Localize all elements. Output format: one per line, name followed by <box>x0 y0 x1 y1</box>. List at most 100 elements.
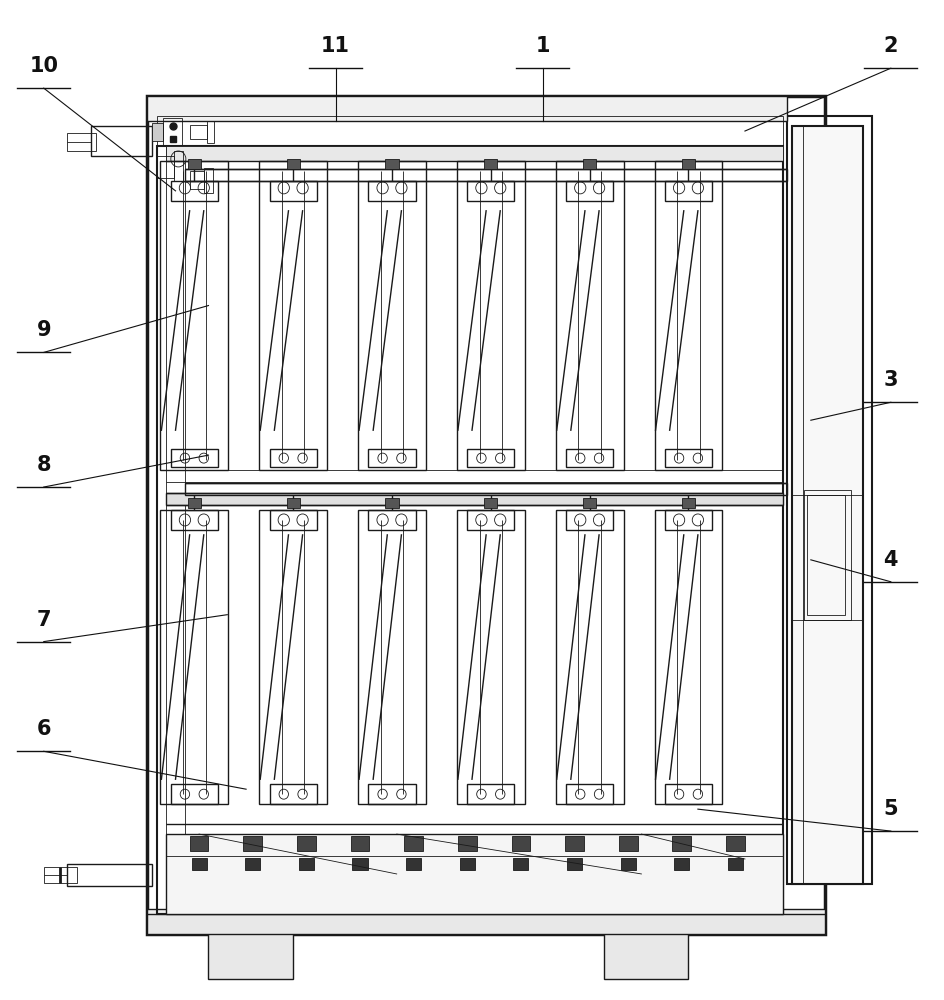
Bar <box>682 498 695 508</box>
Bar <box>566 181 614 201</box>
Bar <box>171 449 218 467</box>
Bar <box>244 836 262 851</box>
Bar <box>804 490 851 620</box>
Bar <box>682 159 695 169</box>
Bar <box>147 909 825 934</box>
Bar <box>270 449 316 467</box>
Bar <box>171 510 218 530</box>
Bar <box>260 161 327 470</box>
Bar <box>157 156 174 178</box>
Text: 3: 3 <box>884 370 898 390</box>
Bar <box>567 858 582 870</box>
Bar <box>726 836 745 851</box>
Bar <box>566 784 614 804</box>
Bar <box>160 161 228 470</box>
Bar <box>171 181 218 201</box>
Text: 6: 6 <box>37 719 51 739</box>
Bar <box>385 159 398 169</box>
Bar <box>166 493 783 505</box>
Bar <box>91 126 152 156</box>
Bar <box>467 181 514 201</box>
Bar <box>171 784 218 804</box>
Bar <box>270 510 316 530</box>
Text: 9: 9 <box>37 320 51 340</box>
Bar <box>157 146 783 914</box>
Bar <box>67 133 95 151</box>
Bar <box>654 161 722 470</box>
Text: 4: 4 <box>884 550 898 570</box>
Text: 7: 7 <box>37 610 51 630</box>
Bar <box>299 858 313 870</box>
Bar <box>190 836 209 851</box>
Bar <box>152 123 163 141</box>
Bar <box>188 498 201 508</box>
Bar <box>787 116 872 884</box>
Bar <box>467 510 514 530</box>
Text: 5: 5 <box>884 799 898 819</box>
Bar <box>406 858 421 870</box>
Bar <box>192 858 207 870</box>
Bar <box>350 836 369 851</box>
Bar <box>665 181 712 201</box>
Bar <box>566 449 614 467</box>
Bar <box>147 96 825 934</box>
Bar <box>166 834 783 914</box>
Bar <box>512 836 531 851</box>
Bar <box>185 483 787 495</box>
Bar <box>190 171 204 189</box>
Bar <box>157 116 783 146</box>
Bar <box>185 169 787 181</box>
Bar <box>621 858 635 870</box>
Bar <box>792 126 863 884</box>
Bar <box>207 121 214 143</box>
Bar <box>287 159 300 169</box>
Bar <box>654 510 722 804</box>
Bar <box>457 510 525 804</box>
Bar <box>583 159 597 169</box>
Bar <box>270 784 316 804</box>
Bar <box>404 836 423 851</box>
Text: 11: 11 <box>321 36 350 56</box>
Bar <box>797 126 858 874</box>
Bar <box>566 510 614 530</box>
Bar <box>147 96 787 121</box>
Bar <box>665 449 712 467</box>
Bar <box>807 495 845 615</box>
Bar <box>368 181 415 201</box>
Bar <box>67 864 152 886</box>
Bar <box>385 498 398 508</box>
Bar <box>467 449 514 467</box>
Bar <box>604 929 688 979</box>
Bar <box>514 858 529 870</box>
Bar <box>674 858 689 870</box>
Bar <box>190 125 207 139</box>
Bar <box>556 161 624 470</box>
Bar <box>457 161 525 470</box>
Bar <box>174 151 183 181</box>
Bar <box>484 498 497 508</box>
Bar <box>368 449 415 467</box>
Bar <box>665 784 712 804</box>
Bar <box>287 498 300 508</box>
Bar <box>484 159 497 169</box>
Bar <box>352 858 367 870</box>
Bar <box>163 118 182 146</box>
Bar <box>368 510 415 530</box>
Bar <box>270 181 316 201</box>
Bar <box>43 867 76 883</box>
Bar <box>460 858 475 870</box>
Bar <box>166 146 783 161</box>
Bar <box>245 858 261 870</box>
Bar <box>458 836 477 851</box>
Bar <box>467 784 514 804</box>
Bar <box>583 498 597 508</box>
Text: 8: 8 <box>37 455 51 475</box>
Bar <box>368 784 415 804</box>
Bar <box>209 929 294 979</box>
Bar <box>358 510 426 804</box>
Bar <box>556 510 624 804</box>
Bar <box>297 836 315 851</box>
Bar <box>147 914 825 934</box>
Bar <box>565 836 584 851</box>
Bar <box>160 510 228 804</box>
